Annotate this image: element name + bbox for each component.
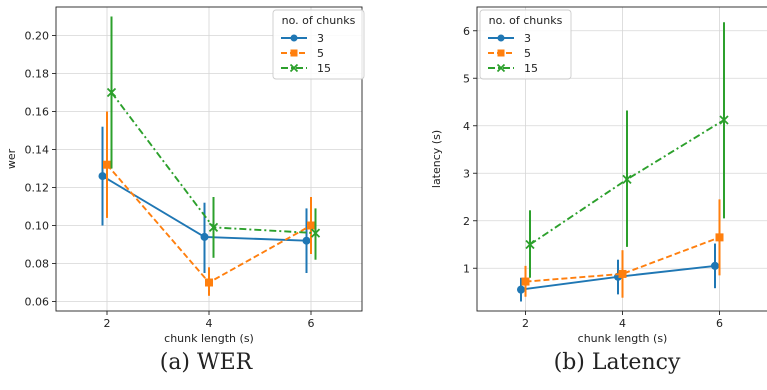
latency-series-15-point <box>525 239 535 250</box>
latency-y-tick-label: 2 <box>463 215 470 228</box>
wer-x-tick-label: 2 <box>104 317 111 330</box>
latency-series-5-point <box>715 233 724 242</box>
wer-series-15-point-stroke-b <box>106 87 117 98</box>
latency-series-15-point <box>622 174 632 185</box>
wer-legend-box <box>272 9 365 80</box>
wer-x-tick-label: 6 <box>308 317 315 330</box>
latency-legend-label-5: 5 <box>524 47 531 60</box>
latency-legend-label-15: 15 <box>524 62 538 75</box>
latency-caption: (b) Latency <box>553 350 681 375</box>
wer-legend-marker-15-stroke-b <box>289 63 299 73</box>
wer-legend-title: no. of chunks <box>282 14 356 27</box>
wer-legend-label-3: 3 <box>317 32 324 45</box>
latency-legend-label-3: 3 <box>524 32 531 45</box>
latency-series-15-point-stroke-b <box>719 115 729 125</box>
wer-series-15-point-stroke-b <box>208 222 219 233</box>
latency-x-tick-label: 2 <box>522 317 529 330</box>
latency-series-5-point <box>521 277 530 286</box>
latency-x-axis-label: chunk length (s) <box>578 332 668 345</box>
latency-y-tick-label: 4 <box>463 120 470 133</box>
latency-legend: no. of chunks 3 5 15 <box>479 9 572 80</box>
latency-legend-title: no. of chunks <box>489 14 563 27</box>
latency-series-15-point <box>719 115 729 125</box>
wer-legend: no. of chunks 3 5 15 <box>272 9 365 80</box>
wer-legend-label-15: 15 <box>317 62 331 75</box>
latency-y-axis-label: latency (s) <box>430 130 443 188</box>
latency-x-tick-label: 6 <box>716 317 723 330</box>
wer-series-3-point <box>302 236 311 245</box>
latency-x-tick-label: 4 <box>619 317 626 330</box>
latency-legend-marker-15-stroke-b <box>496 63 506 73</box>
wer-x-axis-label: chunk length (s) <box>164 332 254 345</box>
wer-chart: 2 4 6 0.06 0.08 0.10 0.12 0.14 0.16 0.18 0.20 chunk… <box>5 6 365 345</box>
wer-caption: (a) WER <box>159 350 253 375</box>
wer-legend-marker-5 <box>290 49 298 57</box>
wer-y-tick-label: 0.08 <box>25 258 50 271</box>
wer-y-tick-label: 0.06 <box>25 296 50 309</box>
wer-series-3-point <box>98 172 107 181</box>
wer-y-tick-label: 0.20 <box>25 30 50 43</box>
latency-series-3-point <box>517 285 525 294</box>
latency-legend-box <box>479 9 572 80</box>
wer-series-15-point <box>208 222 219 233</box>
latency-y-tick-label: 6 <box>463 25 470 38</box>
wer-legend-marker-3 <box>290 34 298 42</box>
wer-y-axis-label: wer <box>5 148 18 169</box>
wer-series-5-point <box>307 221 315 230</box>
wer-legend-label-5: 5 <box>317 47 324 60</box>
latency-series-15-point-stroke-b <box>525 239 535 250</box>
latency-series-5-line <box>525 236 720 283</box>
wer-y-tick-label: 0.12 <box>25 182 50 195</box>
wer-series-5-point <box>205 278 213 287</box>
wer-series-3-point <box>200 232 209 241</box>
latency-legend-marker-3 <box>497 34 505 42</box>
wer-legend-marker-15 <box>289 63 299 73</box>
latency-y-tick-label: 3 <box>463 167 470 180</box>
latency-series-5-point <box>618 269 627 278</box>
wer-y-tick-label: 0.18 <box>25 68 50 81</box>
wer-series-5-point <box>103 160 111 169</box>
wer-series-15-point <box>106 87 117 98</box>
latency-legend-marker-15 <box>496 63 506 73</box>
latency-chart: 2 4 6 1 2 3 4 5 6 chunk length (s) latency (s) no. … <box>430 6 767 345</box>
wer-x-tick-label: 4 <box>206 317 213 330</box>
wer-y-tick-label: 0.10 <box>25 220 50 233</box>
latency-y-tick-label: 5 <box>463 72 470 85</box>
wer-y-tick-label: 0.16 <box>25 106 50 119</box>
latency-legend-marker-5 <box>497 49 505 57</box>
wer-series-15-point-stroke-b <box>310 228 321 238</box>
latency-series-15-point-stroke-b <box>622 174 632 185</box>
wer-series-15-point <box>310 228 321 238</box>
latency-series-3-point <box>711 261 719 270</box>
latency-y-tick-label: 1 <box>463 262 470 275</box>
wer-y-tick-label: 0.14 <box>25 144 50 157</box>
